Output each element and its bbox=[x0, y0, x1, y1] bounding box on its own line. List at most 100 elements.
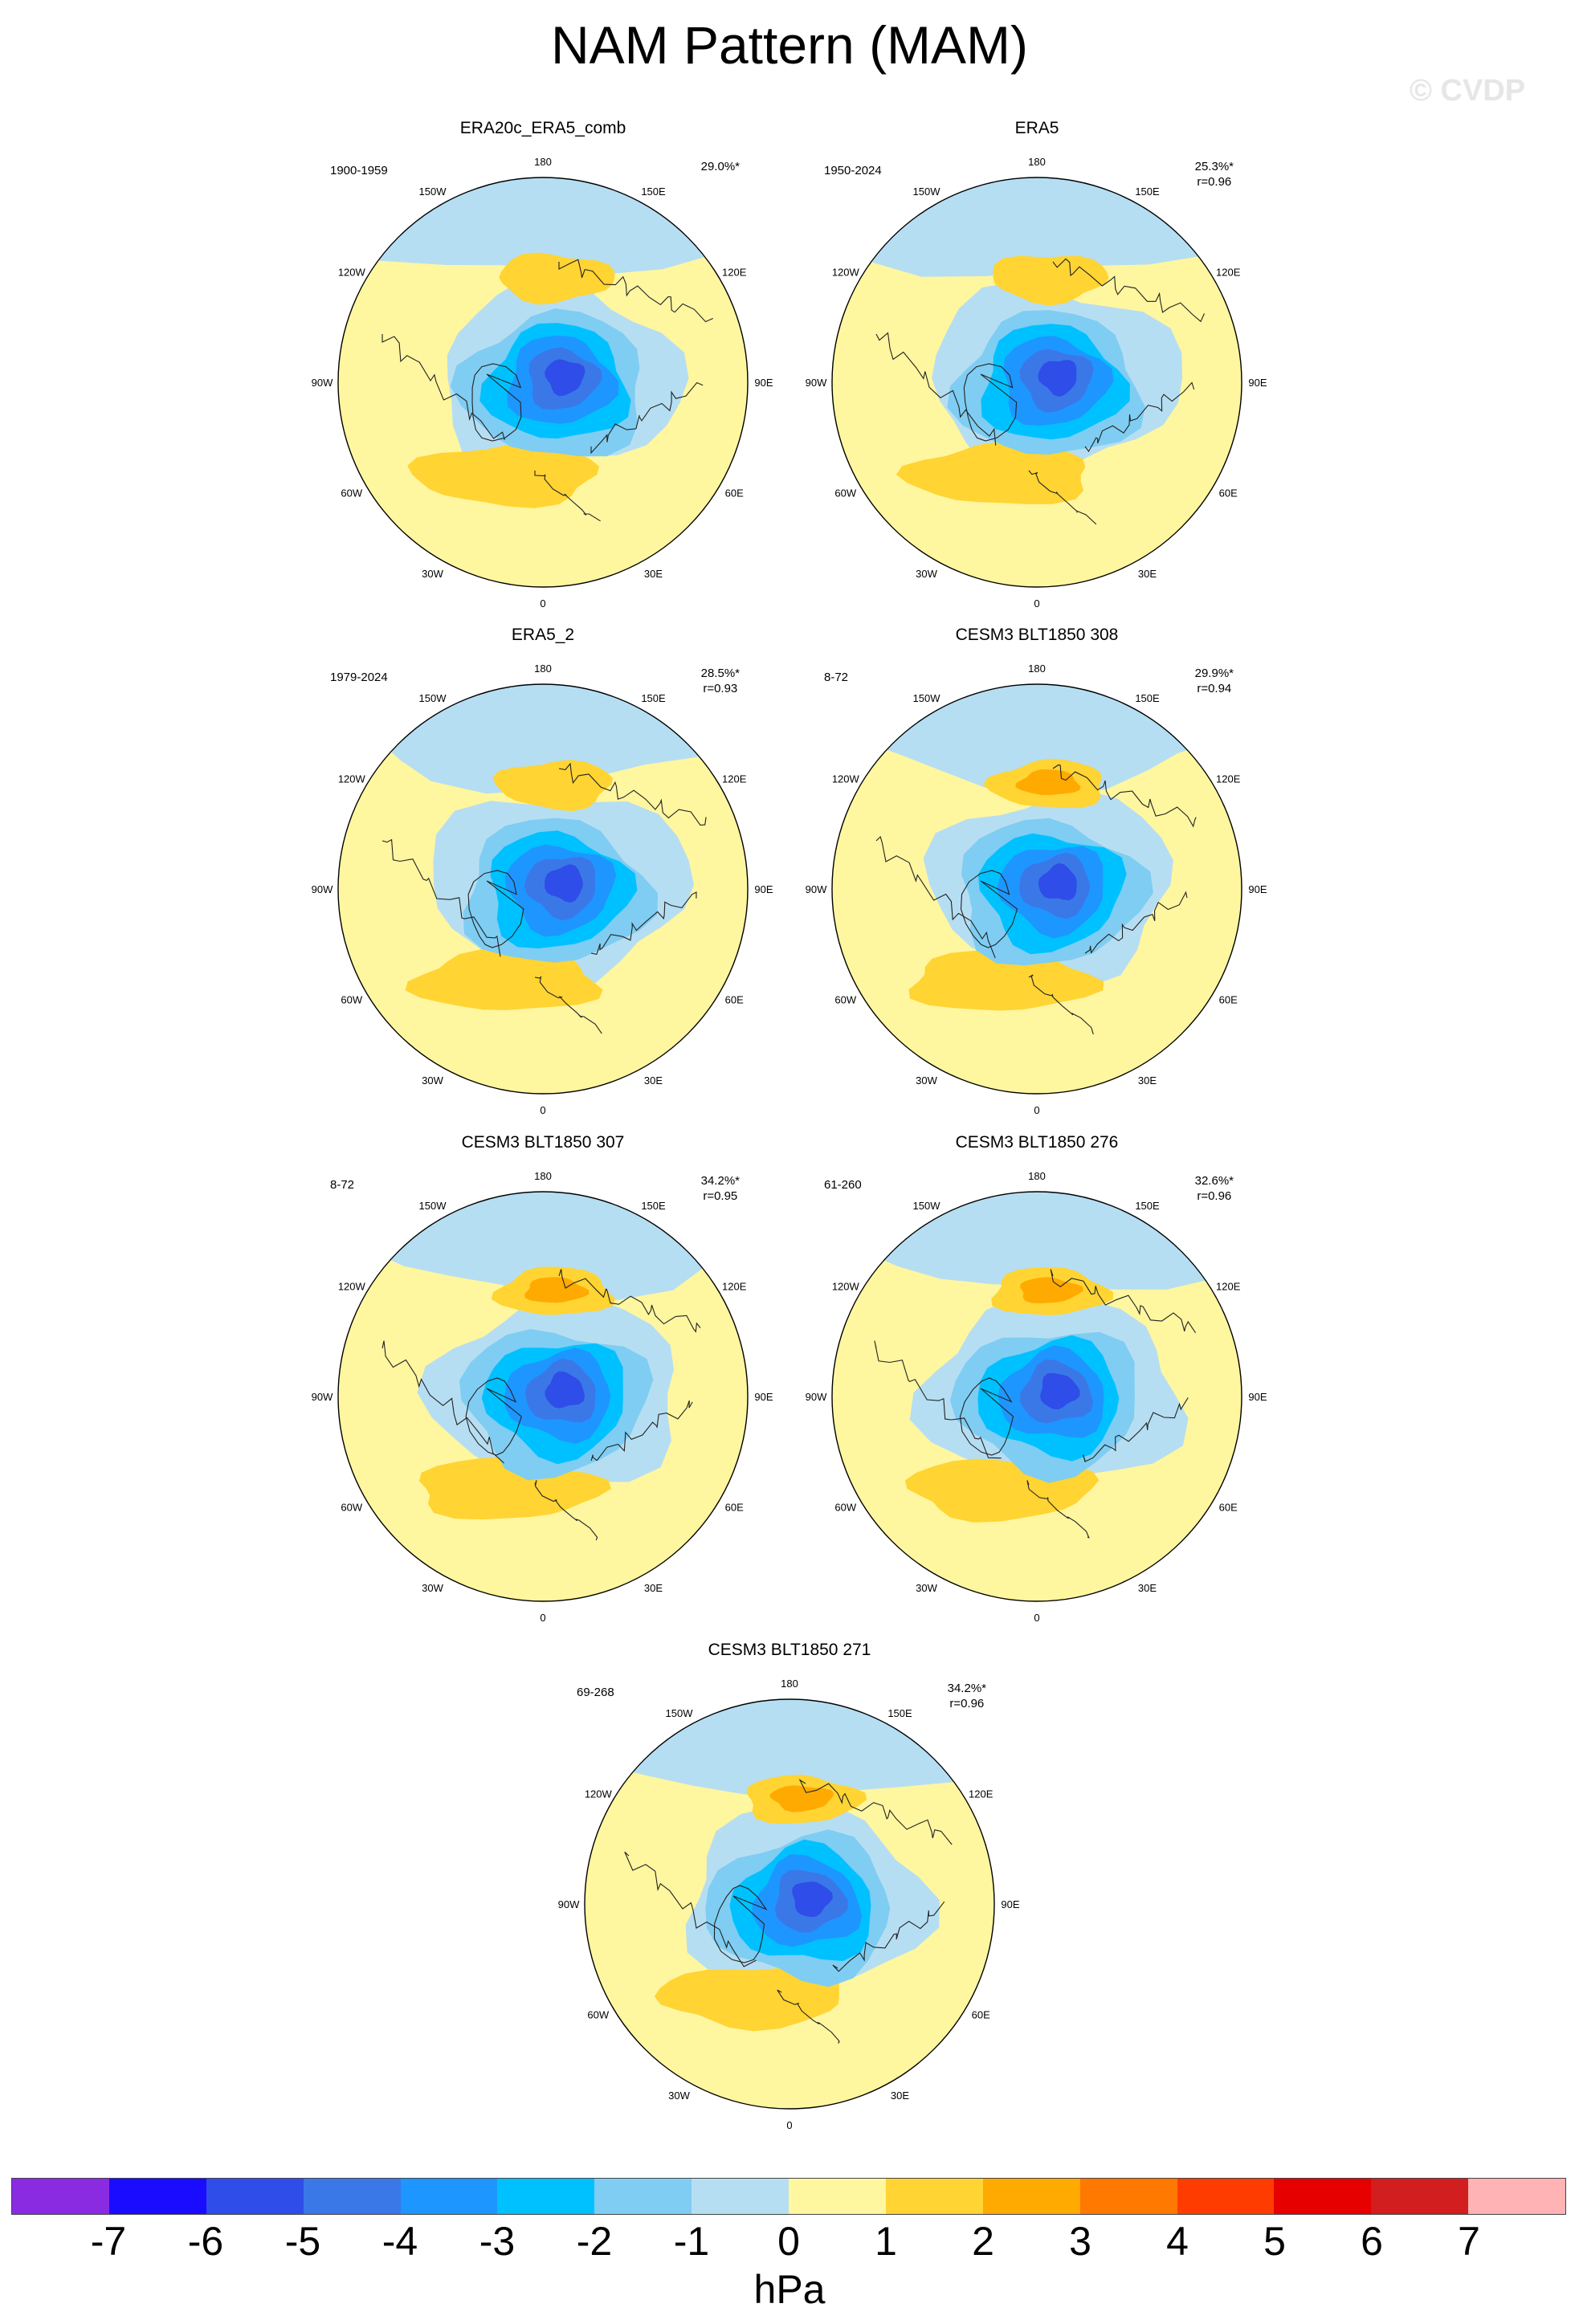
longitude-label: 30E bbox=[891, 2090, 909, 2102]
coastline bbox=[960, 870, 1018, 948]
map-panel: ERA5 1950-2024 25.3%* r=0.96 180 150E 120E 9… bbox=[796, 119, 1278, 633]
coastline bbox=[624, 1851, 757, 1967]
variance-percent: 29.9%* bbox=[1194, 667, 1234, 680]
longitude-label: 90E bbox=[754, 883, 773, 895]
map-panel: ERA20c_ERA5_comb 1900-1959 29.0%* 180 150… bbox=[302, 119, 784, 633]
longitude-label: 120E bbox=[1216, 267, 1241, 279]
map-panel: CESM3 BLT1850 271 69-268 34.2%* r=0.96 18… bbox=[549, 1641, 1030, 2155]
panel-years: 8-72 bbox=[330, 1178, 355, 1192]
longitude-label: 120E bbox=[1216, 1281, 1241, 1293]
longitude-label: 120W bbox=[832, 1281, 860, 1293]
coastline bbox=[832, 1901, 945, 1972]
longitude-label: 120E bbox=[969, 1788, 994, 1800]
coastline bbox=[534, 1480, 598, 1541]
longitude-label: 60E bbox=[725, 487, 744, 499]
polar-map: 180 150E 120E 90E 60E 30E 0 30W 60W 90W 120W 150W bbox=[806, 663, 1267, 1116]
colorbar-swatch bbox=[885, 2179, 983, 2214]
colorbar-tick-label: -2 bbox=[576, 2219, 613, 2264]
coastline bbox=[590, 381, 704, 455]
contour-fill bbox=[835, 684, 1242, 797]
longitude-label: 30W bbox=[422, 568, 443, 580]
coastline bbox=[875, 332, 997, 446]
coastline bbox=[1082, 1397, 1189, 1462]
coastline bbox=[874, 1340, 1002, 1459]
polar-map: 180 150E 120E 90E 60E 30E 0 30W 60W 90W 120W 150W bbox=[312, 663, 773, 1116]
longitude-label: 90E bbox=[1248, 1391, 1267, 1403]
longitude-label: 30W bbox=[422, 1582, 443, 1594]
colorbar-tick-label: 4 bbox=[1166, 2219, 1189, 2264]
contour-fill bbox=[1038, 862, 1077, 901]
longitude-label: 60W bbox=[834, 487, 856, 499]
map-boundary bbox=[831, 177, 1242, 588]
longitude-label: 60E bbox=[1219, 994, 1238, 1006]
contour-fill bbox=[407, 442, 599, 508]
coastline bbox=[558, 1269, 701, 1333]
longitude-label: 150E bbox=[641, 186, 666, 198]
longitude-label: 60E bbox=[725, 994, 744, 1006]
longitude-label: 150E bbox=[887, 1707, 912, 1719]
panel-years: 69-268 bbox=[577, 1686, 614, 1699]
polar-map: 180 150E 120E 90E 60E 30E 0 30W 60W 90W 120W 150W bbox=[806, 1170, 1267, 1624]
longitude-label: 180 bbox=[1028, 1170, 1046, 1182]
contour-fill bbox=[908, 949, 1104, 1011]
coastline bbox=[1028, 470, 1097, 525]
longitude-label: 150W bbox=[913, 692, 941, 704]
pattern-correlation: r=0.93 bbox=[703, 682, 738, 695]
longitude-label: 120W bbox=[338, 773, 366, 785]
contour-fill bbox=[832, 1192, 1242, 1290]
colorbar-swatch bbox=[497, 2179, 595, 2214]
longitude-label: 60W bbox=[341, 1502, 362, 1514]
longitude-label: 90E bbox=[1001, 1898, 1019, 1910]
coastline bbox=[777, 1989, 840, 2044]
colorbar-tick-label: 1 bbox=[875, 2219, 897, 2264]
panel-title: CESM3 BLT1850 308 bbox=[955, 626, 1119, 644]
longitude-label: 0 bbox=[540, 1612, 545, 1624]
map-fill bbox=[338, 684, 748, 1094]
longitude-label: 120E bbox=[722, 267, 747, 279]
colorbar-swatch bbox=[1079, 2179, 1177, 2214]
contour-fill bbox=[1019, 1277, 1083, 1303]
longitude-label: 30W bbox=[916, 568, 937, 580]
pattern-correlation: r=0.96 bbox=[949, 1697, 985, 1710]
map-boundary bbox=[337, 177, 749, 588]
longitude-label: 120E bbox=[722, 773, 747, 785]
map-fill bbox=[338, 177, 748, 587]
coastline bbox=[1028, 974, 1094, 1035]
longitude-label: 60E bbox=[972, 2009, 990, 2021]
coastline bbox=[590, 891, 697, 956]
panel-stats: 34.2%* r=0.95 bbox=[701, 1173, 740, 1204]
variance-percent: 29.0%* bbox=[700, 160, 740, 173]
coastline bbox=[381, 838, 501, 957]
pattern-correlation: r=0.94 bbox=[1197, 682, 1232, 695]
map-panel: CESM3 BLT1850 308 8-72 29.9%* r=0.94 180 1… bbox=[796, 626, 1278, 1140]
variance-percent: 34.2%* bbox=[947, 1682, 986, 1695]
longitude-label: 120E bbox=[722, 1281, 747, 1293]
longitude-label: 180 bbox=[534, 1170, 552, 1182]
coastline bbox=[963, 363, 1018, 442]
longitude-label: 0 bbox=[540, 1104, 545, 1116]
contour-fill bbox=[792, 1882, 833, 1918]
panel-stats: 29.0%* bbox=[701, 159, 740, 174]
panel-stats: 32.6%* r=0.96 bbox=[1195, 1173, 1234, 1204]
figure-title: NAM Pattern (MAM) bbox=[550, 15, 1029, 75]
colorbar-tick-label: -5 bbox=[284, 2219, 321, 2264]
longitude-label: 90W bbox=[312, 377, 333, 389]
panel-title: ERA5_2 bbox=[511, 626, 575, 644]
longitude-label: 60W bbox=[341, 994, 362, 1006]
longitude-label: 0 bbox=[1034, 1612, 1039, 1624]
contour-fill bbox=[545, 359, 585, 397]
polar-map: 180 150E 120E 90E 60E 30E 0 30W 60W 90W 120W 150W bbox=[312, 1170, 773, 1624]
pattern-correlation: r=0.96 bbox=[1197, 1189, 1232, 1203]
coastline bbox=[1052, 258, 1206, 323]
longitude-label: 90E bbox=[754, 377, 773, 389]
map-fill bbox=[832, 1192, 1242, 1601]
panel-years: 8-72 bbox=[824, 671, 849, 684]
longitude-label: 90W bbox=[806, 883, 827, 895]
panel-years: 1900-1959 bbox=[330, 164, 388, 177]
colorbar-units: hPa bbox=[753, 2267, 826, 2312]
longitude-label: 120W bbox=[338, 1281, 366, 1293]
longitude-label: 0 bbox=[786, 2119, 792, 2131]
longitude-label: 0 bbox=[1034, 597, 1039, 610]
pattern-correlation: r=0.96 bbox=[1197, 175, 1232, 189]
longitude-label: 90W bbox=[558, 1898, 580, 1910]
